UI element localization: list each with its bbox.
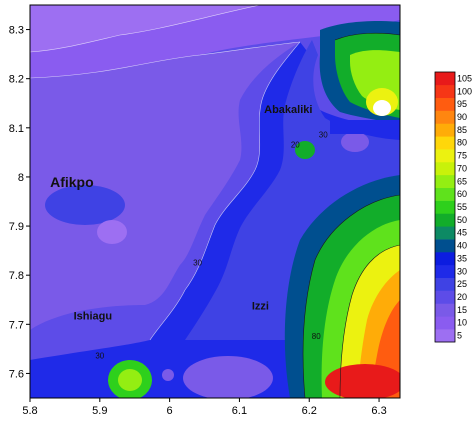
colorbar-label: 55 <box>457 202 467 212</box>
place-label-ishiagu: Ishiagu <box>74 310 113 322</box>
contour-lines <box>30 5 301 341</box>
contour-lines-dark <box>302 32 400 398</box>
colorbar-swatch <box>435 187 455 201</box>
colorbar-swatch <box>435 72 455 86</box>
contour-label: 20 <box>291 140 300 149</box>
contour-fill-band <box>330 120 400 134</box>
colorbar-label: 95 <box>457 99 467 109</box>
colorbar-label: 90 <box>457 112 467 122</box>
colorbar-label: 60 <box>457 189 467 199</box>
y-tick-label: 7.7 <box>9 319 24 331</box>
place-label-izzi: Izzi <box>252 301 269 313</box>
colorbar-label: 45 <box>457 228 467 238</box>
colorbar-label: 75 <box>457 151 467 161</box>
colorbar-swatch <box>435 316 455 330</box>
colorbar-swatch <box>435 162 455 176</box>
x-tick-label: 6 <box>167 405 173 417</box>
y-tick-label: 7.8 <box>9 270 24 282</box>
colorbar-swatch <box>435 264 455 279</box>
colorbar-swatch <box>435 136 455 150</box>
contour-label: 30 <box>193 258 202 267</box>
colorbar-swatch <box>435 277 455 291</box>
y-tick-label: 8.2 <box>9 74 24 86</box>
plot-frame <box>29 4 401 399</box>
contour-fill-spot-green <box>295 141 315 159</box>
contour-fill-peak-north <box>373 100 391 116</box>
contour-fill-spot-violet <box>341 132 369 152</box>
colorbar-label: 105 <box>457 73 472 83</box>
contour-labels: 20 30 30 30 80 <box>95 131 328 361</box>
colorbar-label: 5 <box>457 331 462 341</box>
colorbar-swatch <box>435 213 455 227</box>
x-tick-label: 6.1 <box>232 405 247 417</box>
colorbar-label: 50 <box>457 215 467 225</box>
contour-fill-south-low <box>183 356 273 398</box>
colorbar-swatch <box>435 110 455 124</box>
colorbar-label: 20 <box>457 292 467 302</box>
y-tick-label: 7.6 <box>9 368 24 380</box>
y-tick-label: 8 <box>18 172 24 184</box>
x-tick-label: 6.3 <box>371 405 386 417</box>
colorbar-swatch <box>435 290 455 304</box>
contour-label: 30 <box>95 352 104 361</box>
colorbar-label: 10 <box>457 318 467 328</box>
colorbar-swatch <box>435 329 455 343</box>
contour-fill-5 <box>30 5 260 52</box>
colorbar-label: 70 <box>457 163 467 173</box>
colorbar-label: 85 <box>457 125 467 135</box>
contour-label: 30 <box>319 131 328 140</box>
colorbar-swatch <box>435 174 455 189</box>
colorbar-swatch <box>435 149 455 163</box>
contour-fill-ishiagu-peak <box>118 369 142 391</box>
contour-field <box>30 5 400 398</box>
colorbar-swatch <box>435 226 455 240</box>
colorbar-swatch <box>435 200 455 214</box>
colorbar-swatch <box>435 84 455 99</box>
y-axis: 7.6 7.7 7.8 7.9 8 8.1 8.2 8.3 <box>9 25 30 380</box>
colorbar-swatch <box>435 123 455 137</box>
y-tick-label: 7.9 <box>9 221 24 233</box>
colorbar-swatch <box>435 252 455 266</box>
colorbar-label: 15 <box>457 305 467 315</box>
colorbar-swatch <box>435 239 455 253</box>
contour-fill-peak-south <box>325 364 400 398</box>
colorbar-label: 65 <box>457 176 467 186</box>
y-tick-label: 8.3 <box>9 25 24 37</box>
contour-fill-spot <box>97 220 127 244</box>
contour-fill-small-spot <box>162 369 174 381</box>
colorbar: 5 10 15 20 25 30 35 40 45 50 55 60 65 70 75 80 85 90 95 100… <box>434 71 472 343</box>
x-axis: 5.8 5.9 6 6.1 6.2 6.3 <box>22 398 387 417</box>
colorbar-label: 80 <box>457 138 467 148</box>
colorbar-label: 30 <box>457 266 467 276</box>
colorbar-frame <box>434 71 456 343</box>
colorbar-label: 25 <box>457 279 467 289</box>
x-tick-label: 6.2 <box>302 405 317 417</box>
x-tick-label: 5.9 <box>92 405 107 417</box>
colorbar-label: 35 <box>457 253 467 263</box>
colorbar-swatch <box>435 303 455 317</box>
colorbar-label: 40 <box>457 241 467 251</box>
colorbar-label: 100 <box>457 86 472 96</box>
place-labels: Afikpo Abakaliki Ishiagu Izzi <box>50 104 312 322</box>
contour-fill-15 <box>30 42 300 330</box>
contour-fill-afikpo <box>45 185 125 225</box>
contour-label: 80 <box>312 332 321 341</box>
colorbar-swatch <box>435 97 455 111</box>
x-tick-label: 5.8 <box>22 405 37 417</box>
place-label-abakaliki: Abakaliki <box>264 104 312 116</box>
y-tick-label: 8.1 <box>9 123 24 135</box>
place-label-afikpo: Afikpo <box>50 174 94 190</box>
